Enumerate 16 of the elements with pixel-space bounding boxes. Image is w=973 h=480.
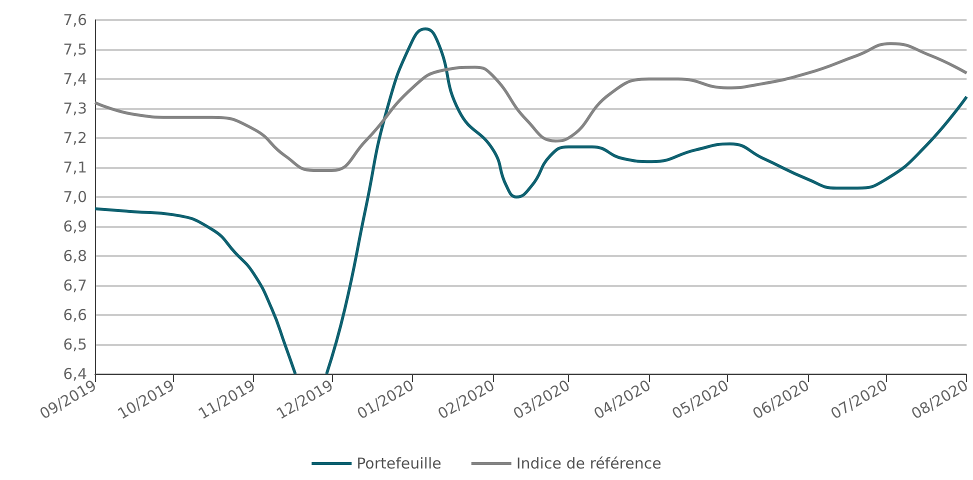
y-tick-label: 6,8 bbox=[63, 247, 87, 265]
y-tick-label: 6,6 bbox=[63, 306, 87, 324]
line-series bbox=[94, 42, 968, 172]
y-tick-label: 7,3 bbox=[63, 100, 87, 118]
y-tick-label: 6,5 bbox=[63, 336, 87, 354]
y-tick-label: 7,6 bbox=[63, 11, 87, 29]
y-tick-label: 7,2 bbox=[63, 129, 87, 147]
legend-label: Portefeuille bbox=[356, 454, 442, 472]
y-tick-label: 7,0 bbox=[63, 188, 87, 206]
y-tick-label: 6,9 bbox=[63, 218, 87, 236]
legend-label: Indice de référence bbox=[516, 454, 662, 472]
y-tick-label: 6,7 bbox=[63, 276, 87, 294]
y-tick-label: 7,5 bbox=[63, 40, 87, 58]
y-tick-label: 7,4 bbox=[63, 70, 87, 88]
y-tick-label: 6,4 bbox=[63, 365, 87, 383]
y-tick-label: 7,1 bbox=[63, 158, 87, 176]
